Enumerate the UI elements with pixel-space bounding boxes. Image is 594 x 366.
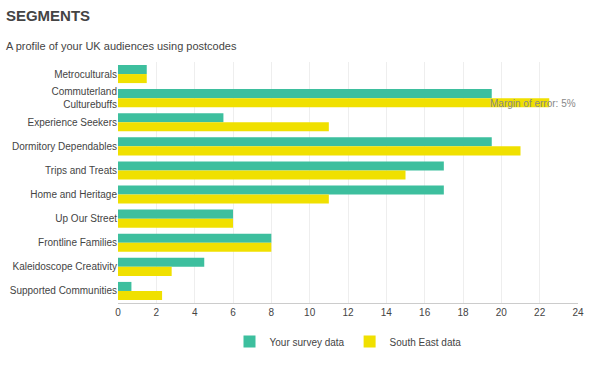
- svg-text:Margin of error: 5%: Margin of error: 5%: [490, 98, 576, 109]
- svg-text:A profile of your UK audiences: A profile of your UK audiences using pos…: [6, 40, 237, 52]
- svg-text:Dormitory Dependables: Dormitory Dependables: [12, 141, 117, 152]
- svg-text:8: 8: [269, 307, 275, 318]
- svg-text:14: 14: [381, 307, 393, 318]
- svg-text:10: 10: [304, 307, 316, 318]
- svg-text:12: 12: [342, 307, 354, 318]
- svg-text:CommuterlandCulturebuffs: CommuterlandCulturebuffs: [51, 86, 117, 110]
- svg-text:SEGMENTS: SEGMENTS: [6, 7, 90, 24]
- svg-text:Experience Seekers: Experience Seekers: [28, 117, 118, 128]
- svg-text:4: 4: [192, 307, 198, 318]
- svg-text:6: 6: [230, 307, 236, 318]
- svg-text:18: 18: [457, 307, 469, 318]
- svg-text:Your survey data: Your survey data: [270, 337, 345, 348]
- svg-text:Trips and Treats: Trips and Treats: [45, 165, 117, 176]
- svg-text:0: 0: [115, 307, 121, 318]
- svg-text:Up Our Street: Up Our Street: [55, 213, 117, 224]
- svg-text:24: 24: [572, 307, 584, 318]
- svg-text:16: 16: [419, 307, 431, 318]
- svg-text:22: 22: [534, 307, 546, 318]
- svg-text:Kaleidoscope Creativity: Kaleidoscope Creativity: [13, 261, 118, 272]
- svg-text:2: 2: [154, 307, 160, 318]
- svg-text:20: 20: [496, 307, 508, 318]
- svg-text:South East data: South East data: [390, 337, 462, 348]
- svg-text:Supported Communities: Supported Communities: [10, 285, 117, 296]
- svg-text:Metroculturals: Metroculturals: [54, 69, 117, 80]
- svg-text:Frontline Families: Frontline Families: [38, 237, 117, 248]
- svg-text:Home and Heritage: Home and Heritage: [30, 189, 117, 200]
